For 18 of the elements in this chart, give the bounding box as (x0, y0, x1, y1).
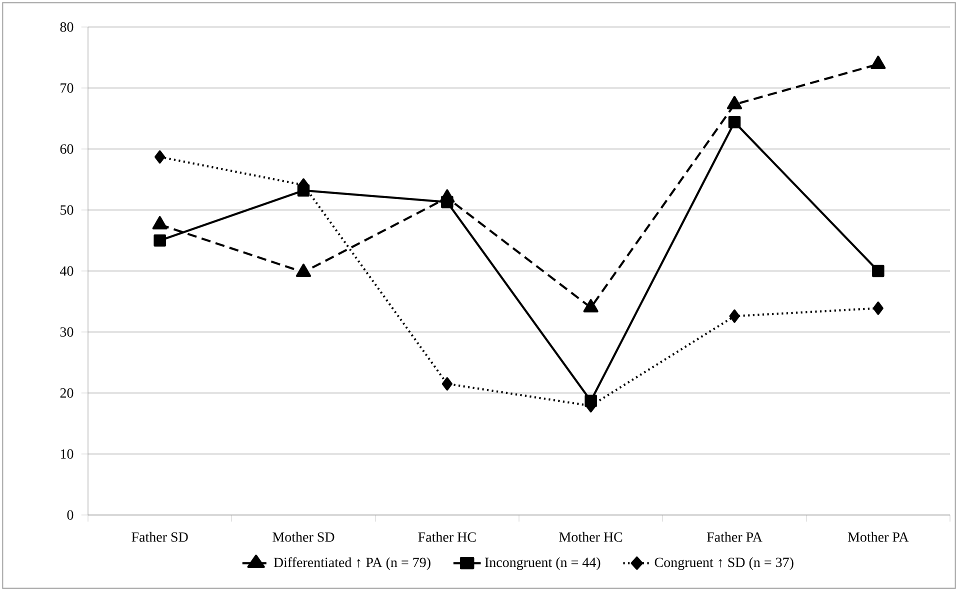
x-tick-label: Mother PA (848, 532, 909, 542)
legend-label: Incongruent (n = 44) (484, 557, 600, 570)
y-tick-label: 40 (60, 266, 74, 276)
y-tick-label: 0 (67, 510, 74, 520)
x-tick-label: Mother HC (559, 532, 622, 542)
x-tick-label: Father HC (418, 532, 476, 542)
y-tick-label: 80 (60, 22, 74, 32)
legend-label: Congruent ↑ SD (n = 37) (654, 557, 794, 570)
y-tick-label: 70 (60, 83, 74, 93)
y-tick-label: 60 (60, 144, 74, 154)
legend-label: Differentiated ↑ PA (n = 79) (274, 557, 430, 570)
y-tick-label: 50 (60, 205, 74, 215)
x-tick-label: Mother SD (272, 532, 334, 542)
y-tick-label: 30 (60, 327, 74, 337)
x-tick-label: Father PA (706, 532, 762, 542)
y-tick-label: 20 (60, 388, 74, 398)
y-tick-label: 10 (60, 449, 74, 459)
x-tick-label: Father SD (132, 532, 188, 542)
